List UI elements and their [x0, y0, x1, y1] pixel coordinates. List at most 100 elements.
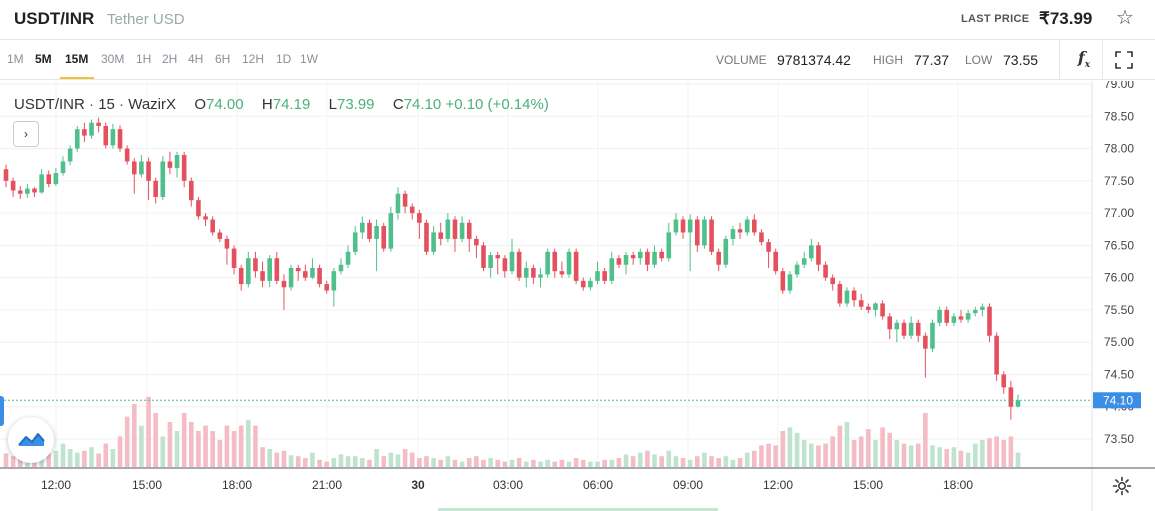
indicators-fx-icon[interactable]: fx: [1077, 48, 1091, 71]
volume-bar: [637, 452, 643, 467]
candle-body: [17, 190, 23, 194]
volume-bar: [980, 440, 985, 467]
side-panel-tab[interactable]: [0, 396, 4, 426]
volume-bar: [823, 443, 828, 467]
timeframe-1h[interactable]: 1H: [136, 52, 152, 66]
legend-close-label: C: [392, 96, 404, 113]
time-tick-label: 15:00: [132, 478, 162, 492]
candle-body: [481, 245, 486, 268]
price-tick-label: 73.50: [1104, 432, 1134, 446]
candle-body: [46, 174, 52, 185]
timeframe-5m[interactable]: 5M: [35, 52, 52, 66]
volume-bar: [873, 440, 878, 467]
timeframe-4h[interactable]: 4H: [188, 52, 204, 66]
candle-body: [25, 188, 30, 194]
last-price-label: LAST PRICE: [961, 13, 1030, 25]
high-value: 77.37: [914, 52, 950, 68]
volume-bar: [131, 404, 137, 467]
candle-body: [153, 180, 158, 197]
volume-bar: [10, 456, 16, 467]
candle-body: [331, 271, 337, 291]
volume-bar: [652, 454, 657, 467]
volume-bar: [851, 440, 857, 467]
timeframe-30m[interactable]: 30M: [101, 52, 125, 66]
volume-bar: [659, 456, 664, 467]
volume-bar: [595, 461, 600, 467]
candle-body: [680, 219, 686, 233]
volume-bar: [96, 453, 101, 467]
timeframe-1m[interactable]: 1M: [7, 52, 24, 66]
volume-bar: [958, 450, 964, 467]
candle-body: [823, 264, 828, 278]
candle-body: [32, 188, 37, 193]
volume-bar: [645, 450, 650, 467]
candle-body: [1001, 374, 1007, 388]
favorite-star-icon[interactable]: ☆: [1116, 7, 1134, 29]
volume-bar: [3, 453, 9, 467]
legend-interval: 15: [98, 96, 115, 113]
volume-bar: [752, 450, 757, 467]
candlestick-chart[interactable]: 79.00 78.50 78.00 77.50 77.00 76.50 76.00 75.50…: [0, 81, 1155, 511]
candle-body: [160, 161, 166, 197]
candle-body: [260, 271, 265, 281]
volume-bar: [438, 459, 444, 467]
candle-body: [438, 232, 444, 239]
candle-body: [188, 180, 194, 201]
volume-bar: [1015, 452, 1021, 467]
volume-bar: [894, 440, 900, 467]
price-tick-label: 78.00: [1104, 142, 1134, 156]
volume-bar: [1001, 440, 1007, 467]
candle-body: [930, 322, 935, 349]
volume-bar: [794, 432, 800, 467]
price-tick-label: 75.00: [1104, 335, 1134, 349]
candle-body: [295, 267, 301, 272]
candle-body: [994, 335, 999, 375]
volume-bar: [274, 452, 280, 467]
candle-body: [545, 251, 550, 275]
timeframe-12h[interactable]: 12H: [242, 52, 265, 66]
candle-body: [317, 267, 322, 285]
timeframe-1w[interactable]: 1W: [300, 52, 318, 66]
candle-body: [588, 280, 593, 288]
candle-body: [53, 173, 59, 185]
time-scroll-indicator[interactable]: [438, 508, 718, 511]
candle-body: [488, 255, 493, 268]
volume-bar: [295, 456, 301, 467]
timeframe-2h[interactable]: 2H: [162, 52, 178, 66]
volume-bar: [53, 450, 59, 467]
volume-bar: [680, 458, 686, 467]
timeframe-6h[interactable]: 6H: [215, 52, 231, 66]
volume-bar: [367, 459, 372, 467]
volume-bar: [459, 461, 465, 467]
candle-body: [673, 219, 679, 233]
volume-bar: [402, 449, 408, 467]
candle-body: [858, 300, 864, 307]
volume-bar: [694, 456, 700, 467]
legend-low-value: 73.99: [336, 96, 375, 113]
candle-body: [538, 274, 543, 278]
candle-body: [181, 155, 187, 181]
candle-body: [830, 277, 836, 285]
candle-body: [139, 161, 144, 175]
settings-gear-icon[interactable]: [1111, 475, 1133, 497]
legend-collapse-button[interactable]: ›: [13, 121, 39, 147]
price-tick-label: 77.50: [1104, 174, 1134, 188]
candle-body: [937, 309, 942, 323]
volume-bar: [110, 449, 116, 467]
candle-body: [709, 219, 714, 252]
candle-body: [951, 316, 957, 323]
candle-body: [167, 161, 173, 168]
volume-bar: [338, 454, 344, 467]
timeframe-15m[interactable]: 15M: [65, 52, 89, 66]
candle-body: [944, 309, 950, 323]
timeframe-1d[interactable]: 1D: [276, 52, 292, 66]
volume-bar: [89, 447, 94, 467]
volume-bar: [1008, 436, 1014, 467]
legend-high-label: H: [261, 96, 273, 113]
volume-bar: [103, 443, 109, 467]
fullscreen-icon[interactable]: [1114, 50, 1134, 70]
candle-body: [281, 280, 287, 288]
legend-low-label: L: [328, 96, 337, 113]
brand-logo-icon[interactable]: [8, 417, 54, 463]
candle-body: [908, 322, 914, 336]
